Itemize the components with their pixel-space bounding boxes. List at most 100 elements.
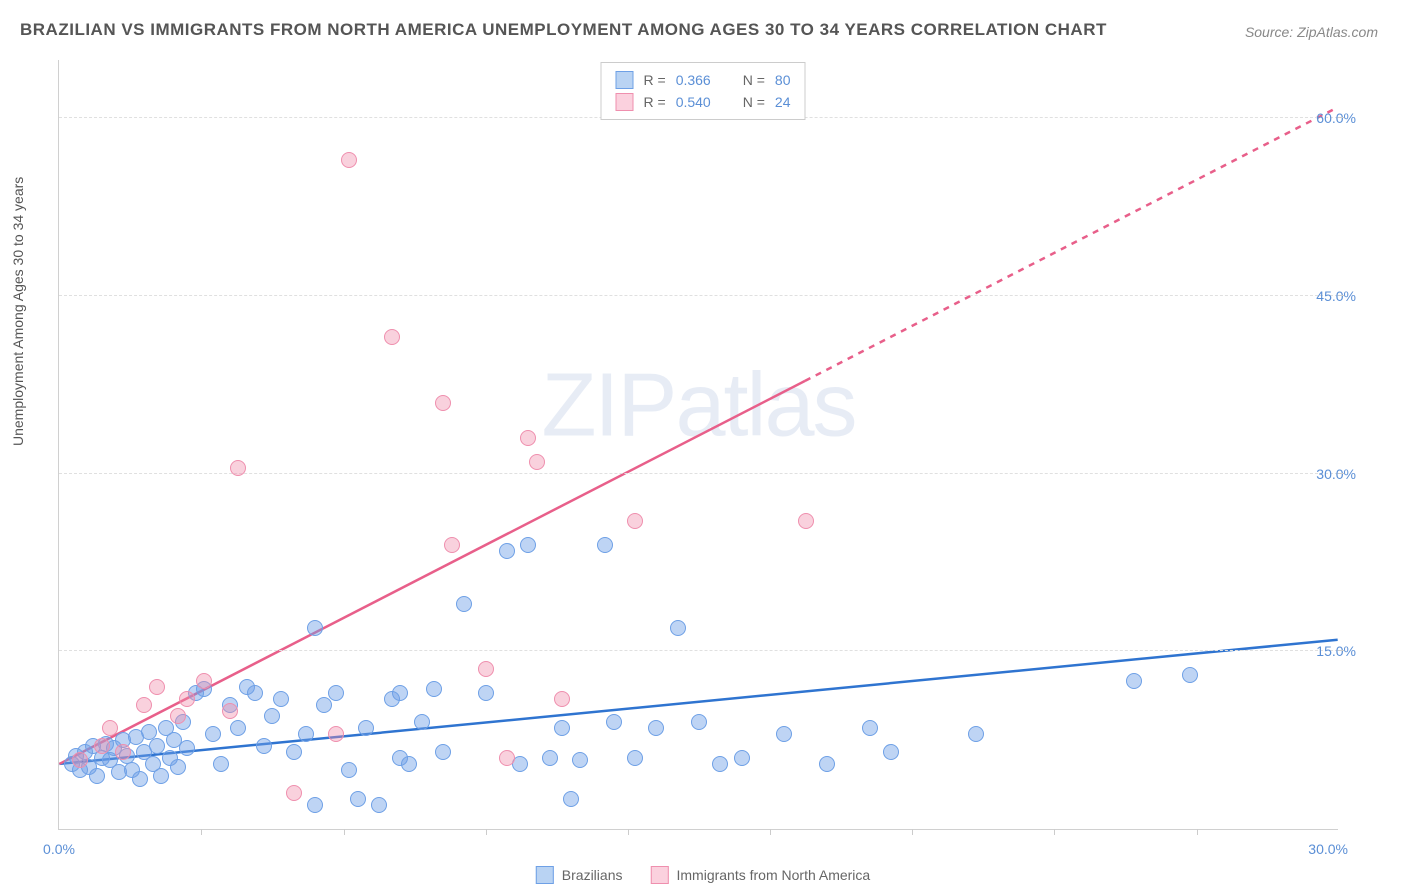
point-immigrants bbox=[94, 738, 110, 754]
point-immigrants bbox=[102, 720, 118, 736]
series-legend: Brazilians Immigrants from North America bbox=[536, 866, 870, 884]
stat-label-r: R = bbox=[644, 72, 666, 88]
stat-label-r: R = bbox=[644, 94, 666, 110]
point-immigrants bbox=[520, 430, 536, 446]
gridline bbox=[59, 650, 1338, 651]
point-brazilians bbox=[170, 759, 186, 775]
x-tick-mark bbox=[628, 829, 629, 835]
point-immigrants bbox=[341, 152, 357, 168]
point-brazilians bbox=[307, 797, 323, 813]
point-immigrants bbox=[798, 513, 814, 529]
point-immigrants bbox=[115, 744, 131, 760]
stats-row-brazilians: R = 0.366 N = 80 bbox=[616, 69, 791, 91]
point-brazilians bbox=[286, 744, 302, 760]
point-brazilians bbox=[328, 685, 344, 701]
point-immigrants bbox=[328, 726, 344, 742]
x-tick-label: 30.0% bbox=[1308, 841, 1348, 857]
point-brazilians bbox=[273, 691, 289, 707]
point-brazilians bbox=[264, 708, 280, 724]
y-axis-label: Unemployment Among Ages 30 to 34 years bbox=[10, 177, 26, 446]
point-brazilians bbox=[712, 756, 728, 772]
point-immigrants bbox=[384, 329, 400, 345]
x-tick-mark bbox=[1054, 829, 1055, 835]
point-immigrants bbox=[499, 750, 515, 766]
point-immigrants bbox=[435, 395, 451, 411]
point-brazilians bbox=[179, 740, 195, 756]
point-immigrants bbox=[149, 679, 165, 695]
stat-n-brazilians: 80 bbox=[775, 72, 791, 88]
stat-r-immigrants: 0.540 bbox=[676, 94, 711, 110]
point-brazilians bbox=[520, 537, 536, 553]
point-brazilians bbox=[298, 726, 314, 742]
y-tick-mark bbox=[1338, 117, 1344, 118]
x-tick-mark bbox=[486, 829, 487, 835]
y-tick-label: 30.0% bbox=[1316, 466, 1356, 482]
point-immigrants bbox=[136, 697, 152, 713]
point-brazilians bbox=[572, 752, 588, 768]
point-immigrants bbox=[230, 460, 246, 476]
point-brazilians bbox=[734, 750, 750, 766]
stat-label-n: N = bbox=[743, 72, 765, 88]
x-tick-mark bbox=[201, 829, 202, 835]
point-brazilians bbox=[307, 620, 323, 636]
point-brazilians bbox=[414, 714, 430, 730]
point-brazilians bbox=[392, 685, 408, 701]
point-immigrants bbox=[529, 454, 545, 470]
point-brazilians bbox=[597, 537, 613, 553]
point-brazilians bbox=[776, 726, 792, 742]
point-brazilians bbox=[341, 762, 357, 778]
y-tick-label: 45.0% bbox=[1316, 288, 1356, 304]
stat-r-brazilians: 0.366 bbox=[676, 72, 711, 88]
point-brazilians bbox=[606, 714, 622, 730]
point-brazilians bbox=[153, 768, 169, 784]
legend-label-immigrants: Immigrants from North America bbox=[676, 867, 870, 883]
point-immigrants bbox=[286, 785, 302, 801]
point-brazilians bbox=[247, 685, 263, 701]
x-tick-mark bbox=[912, 829, 913, 835]
legend-item-brazilians: Brazilians bbox=[536, 866, 623, 884]
point-immigrants bbox=[72, 752, 88, 768]
point-brazilians bbox=[435, 744, 451, 760]
point-immigrants bbox=[627, 513, 643, 529]
point-brazilians bbox=[691, 714, 707, 730]
stat-label-n: N = bbox=[743, 94, 765, 110]
gridline bbox=[59, 295, 1338, 296]
x-tick-label: 0.0% bbox=[43, 841, 75, 857]
point-brazilians bbox=[316, 697, 332, 713]
point-brazilians bbox=[968, 726, 984, 742]
legend-label-brazilians: Brazilians bbox=[562, 867, 623, 883]
y-tick-label: 60.0% bbox=[1316, 110, 1356, 126]
chart-title: BRAZILIAN VS IMMIGRANTS FROM NORTH AMERI… bbox=[20, 20, 1107, 40]
swatch-immigrants bbox=[650, 866, 668, 884]
point-brazilians bbox=[371, 797, 387, 813]
point-brazilians bbox=[213, 756, 229, 772]
point-brazilians bbox=[1182, 667, 1198, 683]
point-brazilians bbox=[670, 620, 686, 636]
point-brazilians bbox=[149, 738, 165, 754]
x-tick-mark bbox=[1197, 829, 1198, 835]
point-brazilians bbox=[554, 720, 570, 736]
point-brazilians bbox=[1126, 673, 1142, 689]
legend-item-immigrants: Immigrants from North America bbox=[650, 866, 870, 884]
point-brazilians bbox=[478, 685, 494, 701]
y-tick-mark bbox=[1338, 295, 1344, 296]
swatch-brazilians bbox=[536, 866, 554, 884]
point-brazilians bbox=[230, 720, 246, 736]
point-immigrants bbox=[554, 691, 570, 707]
x-tick-mark bbox=[344, 829, 345, 835]
stat-n-immigrants: 24 bbox=[775, 94, 791, 110]
point-immigrants bbox=[179, 691, 195, 707]
point-brazilians bbox=[426, 681, 442, 697]
point-brazilians bbox=[358, 720, 374, 736]
point-brazilians bbox=[456, 596, 472, 612]
point-immigrants bbox=[444, 537, 460, 553]
point-brazilians bbox=[883, 744, 899, 760]
point-immigrants bbox=[196, 673, 212, 689]
stats-row-immigrants: R = 0.540 N = 24 bbox=[616, 91, 791, 113]
point-brazilians bbox=[627, 750, 643, 766]
point-immigrants bbox=[222, 703, 238, 719]
point-immigrants bbox=[478, 661, 494, 677]
chart-plot-area: ZIPatlas 15.0%30.0%45.0%60.0%0.0%30.0% bbox=[58, 60, 1338, 830]
swatch-brazilians bbox=[616, 71, 634, 89]
swatch-immigrants bbox=[616, 93, 634, 111]
